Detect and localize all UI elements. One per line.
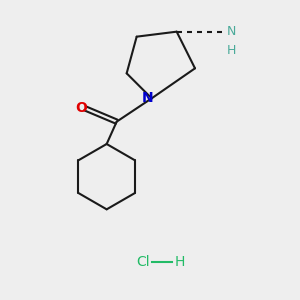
Text: H: H <box>227 44 236 56</box>
Text: Cl: Cl <box>136 255 150 269</box>
Text: O: O <box>75 101 87 115</box>
Text: N: N <box>142 91 154 105</box>
Text: H: H <box>175 255 185 269</box>
Text: N: N <box>227 25 236 38</box>
